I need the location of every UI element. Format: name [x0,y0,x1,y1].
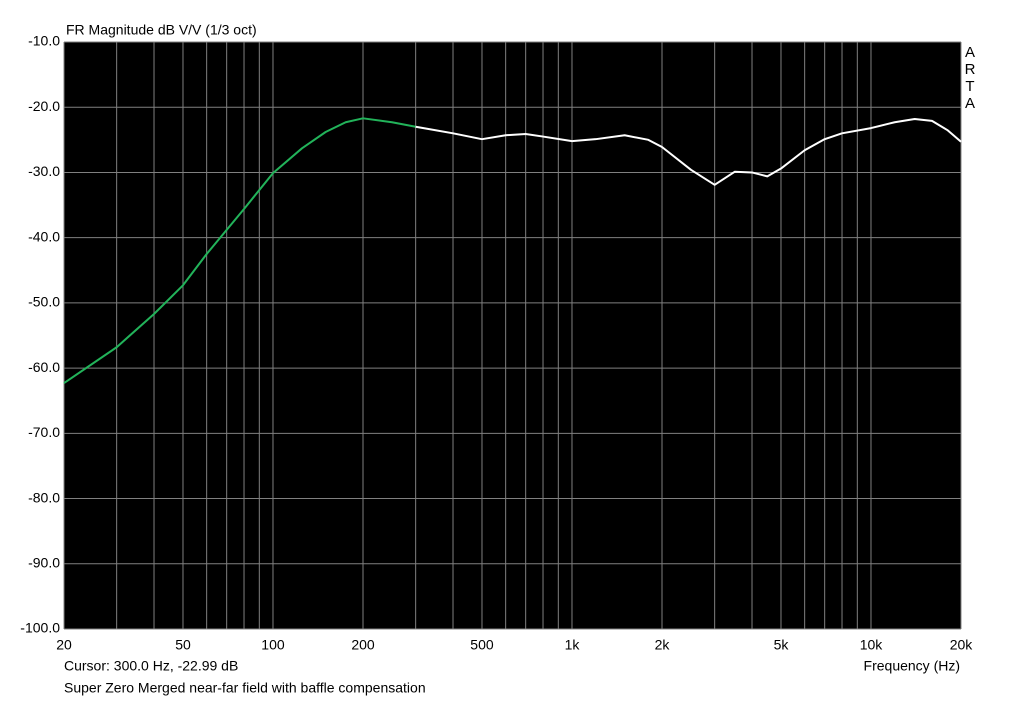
response-line [415,117,962,186]
x-tick-label: 20k [950,637,974,653]
x-tick-label: 1k [565,637,581,653]
y-tick-label: -30.0 [28,163,60,179]
y-tick-label: -50.0 [28,294,60,310]
x-tick-label: 100 [261,637,285,653]
y-tick-label: -20.0 [28,98,60,114]
x-tick-label: 200 [351,637,375,653]
y-tick-label: -100.0 [20,620,60,636]
x-axis-label: Frequency (Hz) [864,658,960,674]
chart-title: FR Magnitude dB V/V (1/3 oct) [66,22,257,38]
cursor-readout: Cursor: 300.0 Hz, -22.99 dB [64,658,238,674]
x-tick-label: 500 [470,637,494,653]
x-tick-label: 2k [655,637,671,653]
footer: Super Zero Merged near-far field with ba… [64,680,426,696]
y-tick-label: -10.0 [28,33,60,49]
y-tick-label: -60.0 [28,359,60,375]
x-tick-label: 50 [175,637,191,653]
watermark: ARTA [964,44,976,112]
y-tick-label: -80.0 [28,489,60,505]
y-tick-label: -40.0 [28,228,60,244]
plot-area [64,42,961,629]
x-tick-label: 20 [56,637,72,653]
response-line [63,117,416,384]
x-tick-label: 5k [774,637,790,653]
y-tick-label: -70.0 [28,424,60,440]
x-tick-label: 10k [860,637,884,653]
y-tick-label: -90.0 [28,554,60,570]
